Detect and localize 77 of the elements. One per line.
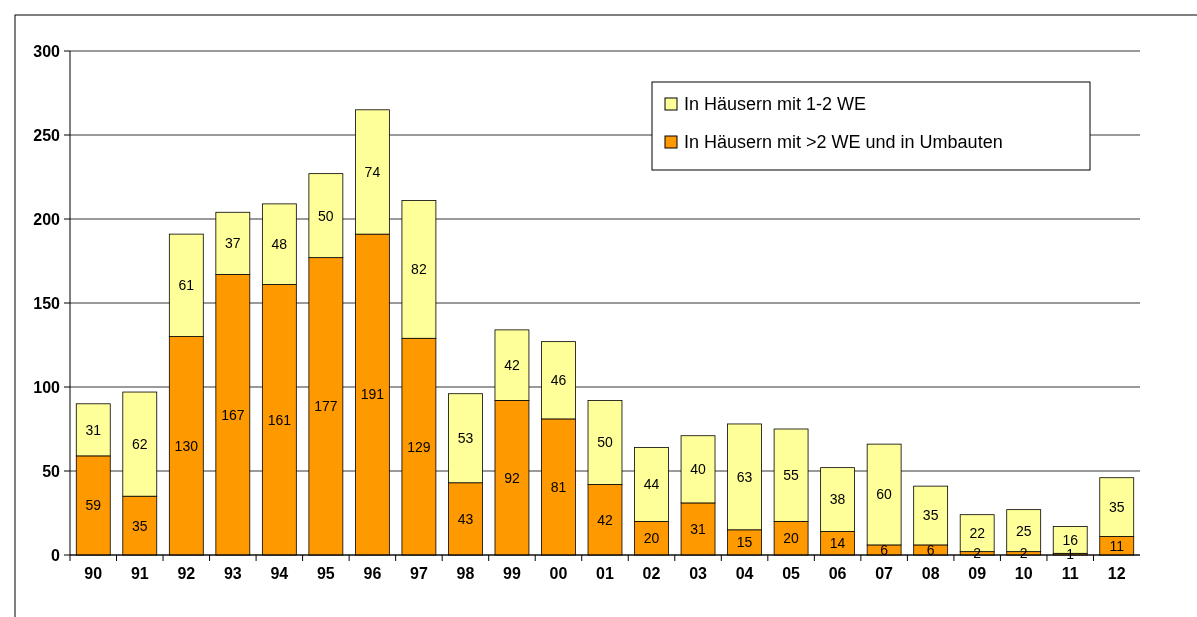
data-label: 129 [407,438,431,455]
x-tick-label: 97 [410,565,428,582]
x-tick-label: 11 [1061,565,1079,582]
legend-label: In Häusern mit >2 WE und in Umbauten [684,132,1003,153]
x-tick-label: 10 [1014,565,1033,582]
x-tick-label: 03 [689,565,708,582]
x-tick-label: 09 [968,565,987,582]
x-tick-label: 95 [316,565,335,582]
data-label: 92 [504,469,520,486]
data-label: 61 [178,277,195,294]
data-label: 191 [360,386,385,403]
data-label: 22 [969,525,986,542]
x-tick-label: 96 [363,565,382,582]
data-label: 20 [783,530,800,547]
x-tick-label: 05 [782,565,801,582]
y-tick-label: 100 [33,378,61,396]
data-label: 31 [690,520,707,537]
x-tick-label: 02 [642,565,661,582]
data-label: 46 [550,372,567,389]
data-label: 35 [922,507,939,524]
data-label: 161 [267,411,292,428]
data-label: 48 [271,236,288,253]
y-tick-label: 200 [33,210,61,228]
x-tick-label: 93 [223,565,242,582]
data-label: 15 [736,534,753,551]
data-label: 20 [643,530,660,547]
x-tick-label: 12 [1107,565,1126,582]
data-label: 25 [1015,522,1032,539]
y-tick-label: 250 [33,126,61,144]
data-label: 55 [783,467,800,484]
x-tick-label: 99 [503,565,521,582]
y-tick-label: 50 [42,462,61,480]
data-label: 35 [131,517,148,534]
y-tick-label: 0 [51,546,61,564]
data-label: 2 [973,545,982,562]
y-tick-label: 300 [33,42,61,60]
data-label: 50 [318,207,334,224]
x-tick-label: 98 [456,565,475,582]
data-label: 74 [364,163,381,180]
legend-label: In Häusern mit 1-2 WE [684,94,867,115]
x-tick-label: 01 [596,565,614,582]
data-label: 38 [829,491,846,508]
x-tick-label: 92 [177,565,196,582]
data-label: 37 [225,235,241,252]
data-label: 130 [174,437,199,454]
data-label: 62 [131,436,148,453]
data-label: 14 [829,535,846,552]
x-tick-label: 06 [828,565,847,582]
data-label: 63 [736,468,753,485]
x-tick-label: 00 [549,565,568,582]
data-label: 42 [597,511,613,528]
data-label: 16 [1062,531,1079,548]
data-label: 31 [85,421,102,438]
data-label: 60 [876,486,893,503]
data-label: 42 [504,357,520,374]
x-tick-label: 90 [84,565,103,582]
data-label: 6 [880,541,889,558]
data-label: 81 [550,478,567,495]
data-label: 44 [643,476,660,493]
x-tick-label: 08 [921,565,940,582]
data-label: 167 [221,406,245,423]
x-tick-label: 04 [735,565,754,582]
data-label: 2 [1019,545,1028,562]
data-label: 82 [411,261,427,278]
data-label: 177 [314,398,338,415]
data-label: 53 [457,430,474,447]
data-label: 50 [597,434,613,451]
data-label: 11 [1109,537,1125,554]
data-label: 6 [926,541,935,558]
data-label: 35 [1108,499,1125,516]
y-tick-label: 150 [33,294,61,312]
x-tick-label: 91 [130,565,149,582]
x-tick-label: 94 [270,565,289,582]
data-label: 40 [690,461,707,478]
data-label: 59 [85,497,102,514]
x-tick-label: 07 [875,565,894,582]
data-label: 43 [457,510,474,527]
